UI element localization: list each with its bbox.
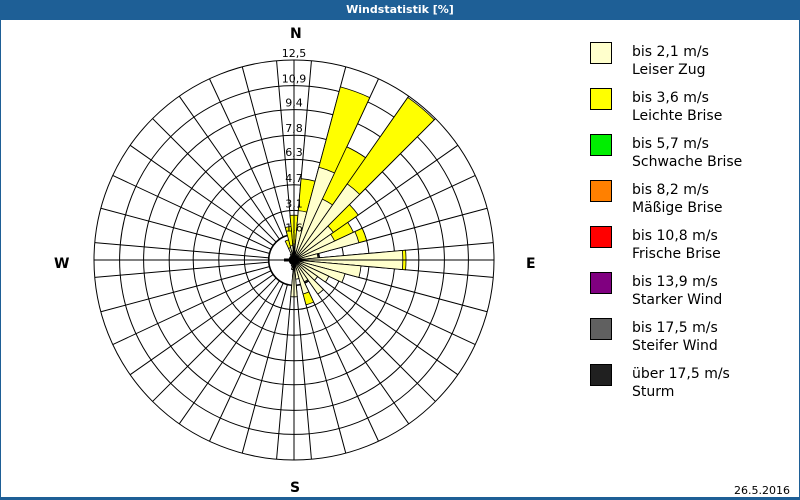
swatch-frische-brise (590, 226, 612, 248)
compass-north: N (290, 26, 302, 42)
swatch-starker-wind (590, 272, 612, 294)
chart-title: Windstatistik [%] (0, 0, 800, 20)
legend-speed: bis 3,6 m/s (632, 90, 709, 106)
svg-text:10,9: 10,9 (282, 73, 307, 86)
radial-tick-labels: 1,6 3,1 4,7 6,3 7,8 9,4 10,9 12,5 (282, 47, 307, 234)
svg-text:9,4: 9,4 (285, 97, 303, 110)
svg-text:3,1: 3,1 (285, 197, 303, 210)
date-label: 26.5.2016 (734, 484, 790, 497)
svg-text:4,7: 4,7 (285, 172, 303, 185)
legend-name: Starker Wind (632, 292, 723, 308)
bottom-border (0, 497, 800, 500)
legend-name: Frische Brise (632, 246, 721, 262)
swatch-maessige-brise (590, 180, 612, 202)
svg-text:6,3: 6,3 (285, 146, 303, 159)
swatch-schwache-brise (590, 134, 612, 156)
svg-text:12,5: 12,5 (282, 47, 307, 60)
compass-east: E (526, 256, 536, 272)
legend-name: Leiser Zug (632, 62, 706, 78)
legend-name: Mäßige Brise (632, 200, 723, 216)
legend-speed: bis 13,9 m/s (632, 274, 718, 290)
legend-name: Steifer Wind (632, 338, 718, 354)
polar-axes (94, 60, 494, 460)
legend-speed: bis 10,8 m/s (632, 228, 718, 244)
legend-speed: über 17,5 m/s (632, 366, 730, 382)
legend-speed: bis 8,2 m/s (632, 182, 709, 198)
swatch-steifer-wind (590, 318, 612, 340)
wind-bars (284, 86, 435, 306)
svg-text:7,8: 7,8 (285, 122, 303, 135)
compass-south: S (290, 480, 301, 496)
legend-name: Leichte Brise (632, 108, 723, 124)
swatch-leiser-zug (590, 42, 612, 64)
swatch-sturm (590, 364, 612, 386)
svg-text:1,6: 1,6 (285, 221, 303, 234)
legend-speed: bis 2,1 m/s (632, 44, 709, 60)
legend-name: Schwache Brise (632, 154, 743, 170)
legend-speed: bis 5,7 m/s (632, 136, 709, 152)
legend-name: Sturm (632, 384, 675, 400)
compass-west: W (54, 256, 70, 272)
legend-speed: bis 17,5 m/s (632, 320, 718, 336)
swatch-leichte-brise (590, 88, 612, 110)
